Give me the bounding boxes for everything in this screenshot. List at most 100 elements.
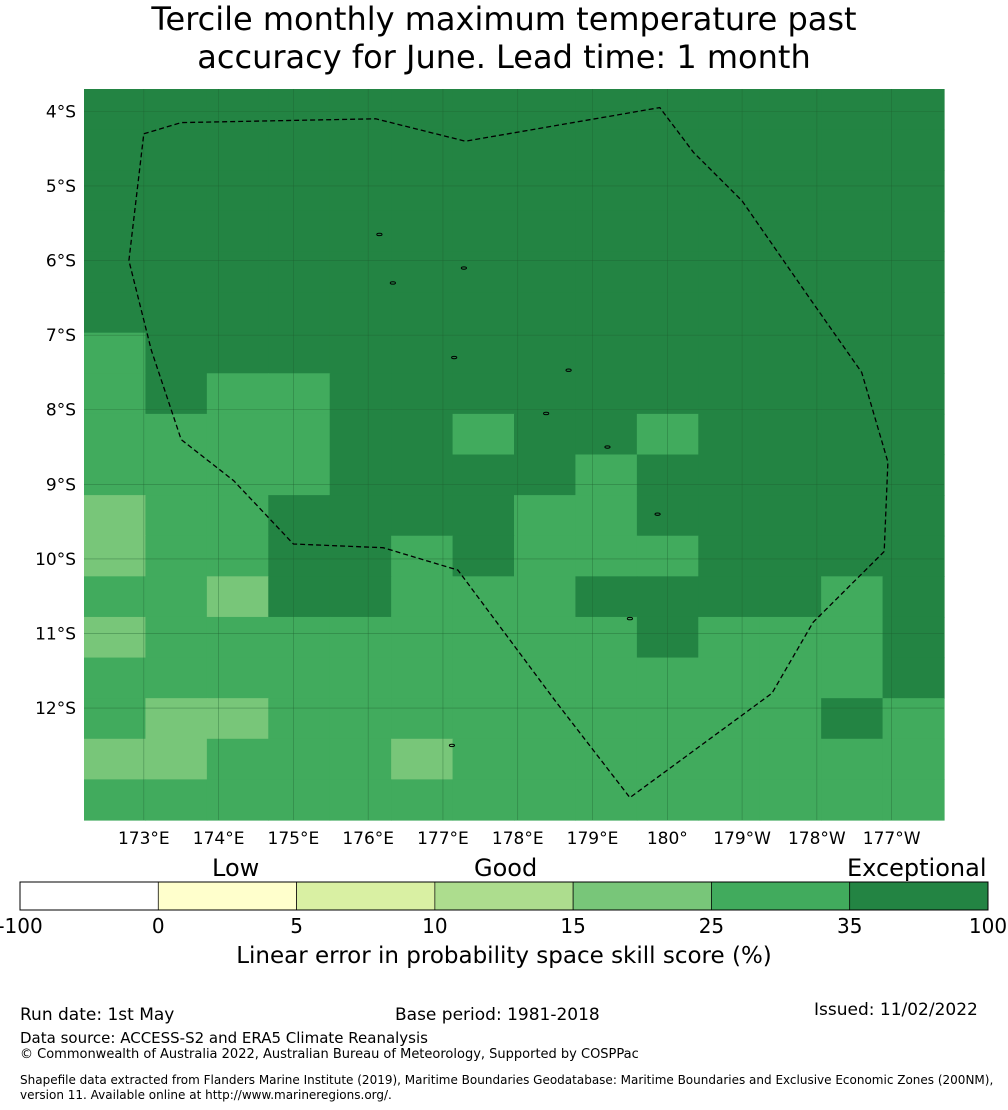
skill-cell [759, 576, 822, 618]
skill-cell [329, 698, 392, 740]
skill-cell [268, 292, 331, 334]
lat-tick-label: 9°S [46, 475, 76, 495]
colorbar-tick-label: 15 [560, 914, 585, 938]
skill-cell [882, 616, 945, 659]
skill-cell [698, 129, 761, 171]
skill-cell [514, 738, 577, 780]
skill-cell [391, 251, 454, 293]
skill-cell [759, 657, 822, 699]
skill-cell [575, 251, 638, 293]
skill-cell [575, 454, 638, 496]
skill-cell [821, 210, 884, 253]
skill-cell [329, 292, 392, 334]
skill-cell [514, 535, 577, 577]
colorbar-segment [572, 881, 712, 911]
skill-cell [759, 292, 822, 334]
skill-cell [145, 413, 208, 456]
skill-cell [145, 576, 208, 618]
skill-cell [514, 698, 577, 740]
skill-cell [575, 738, 638, 780]
skill-cell [821, 251, 884, 293]
skill-cell [391, 170, 454, 212]
skill-cell [882, 657, 945, 699]
skill-cell [84, 698, 147, 740]
island-outline [448, 743, 456, 748]
skill-cell [636, 535, 699, 577]
skill-cell [452, 210, 515, 253]
skill-cell [636, 495, 699, 537]
skill-cell [452, 89, 515, 131]
skill-cell [759, 495, 822, 537]
skill-cell [268, 779, 331, 821]
colorbar-segment [711, 881, 851, 911]
skill-cell [84, 535, 147, 577]
skill-cell [882, 698, 945, 740]
skill-cell [759, 210, 822, 253]
island-outline [389, 281, 396, 285]
skill-cell [514, 373, 577, 415]
skill-cell [268, 413, 331, 456]
lon-tick-label: 179°E [567, 829, 619, 849]
skill-cell [206, 698, 269, 740]
colorbar-frame [19, 881, 989, 911]
skill-cell [452, 292, 515, 334]
skill-cell [698, 454, 761, 496]
lat-tick-label: 7°S [46, 326, 76, 346]
skill-cell [145, 373, 208, 415]
issued-date: Issued: 11/02/2022 [814, 1000, 978, 1020]
skill-cell [206, 89, 269, 131]
skill-cell [206, 495, 269, 537]
skill-cell [759, 373, 822, 415]
skill-cell [84, 170, 147, 212]
skill-cell [391, 332, 454, 374]
skill-cell [575, 292, 638, 334]
skill-cell [821, 454, 884, 496]
skill-cell [575, 170, 638, 212]
lat-tick-label: 11°S [35, 625, 76, 645]
copyright: © Commonwealth of Australia 2022, Austra… [20, 1047, 639, 1062]
colorbar-category-exceptional: Exceptional [847, 854, 987, 882]
colorbar-tick-label: 25 [699, 914, 724, 938]
map-title-line1: Tercile monthly maximum temperature past [151, 0, 857, 38]
skill-cell [575, 657, 638, 699]
skill-cell [206, 413, 269, 456]
skill-cell [452, 616, 515, 659]
skill-cell [268, 616, 331, 659]
skill-cell [575, 332, 638, 374]
skill-cell [391, 129, 454, 171]
skill-cell [268, 495, 331, 537]
skill-cell [206, 657, 269, 699]
skill-cell [206, 373, 269, 415]
skill-cell [391, 495, 454, 537]
skill-cell [821, 698, 884, 740]
skill-cell [206, 210, 269, 253]
skill-cell [882, 210, 945, 253]
skill-cell [206, 292, 269, 334]
skill-cell [391, 616, 454, 659]
skill-cell [329, 332, 392, 374]
skill-cell [452, 738, 515, 780]
skill-cell [698, 89, 761, 131]
skill-cell [206, 535, 269, 577]
island-outline [460, 266, 467, 270]
skill-cell [759, 616, 822, 659]
skill-cell [268, 373, 331, 415]
skill-cell [636, 129, 699, 171]
skill-cell [329, 413, 392, 456]
skill-cell [698, 779, 761, 821]
skill-cell [329, 779, 392, 821]
skill-cell [84, 129, 147, 171]
lon-tick-label: 178°E [492, 829, 544, 849]
island-outline [376, 232, 383, 237]
skill-cell [636, 292, 699, 334]
skill-cell [145, 616, 208, 659]
skill-cell [84, 373, 147, 415]
skill-cell [636, 698, 699, 740]
skill-cell [268, 576, 331, 618]
skill-cell [882, 779, 945, 821]
skill-cell [206, 129, 269, 171]
skill-cell [84, 413, 147, 456]
skill-cell [821, 495, 884, 537]
skill-cell [391, 576, 454, 618]
base-period: Base period: 1981-2018 [395, 1005, 600, 1025]
